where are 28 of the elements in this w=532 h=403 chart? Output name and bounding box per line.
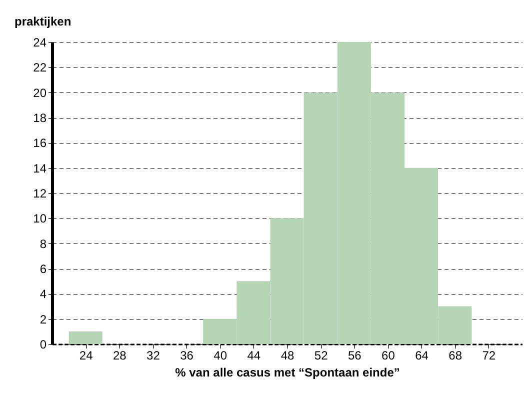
x-tick-label: 24 xyxy=(79,348,94,362)
y-tick-label: 8 xyxy=(40,236,47,251)
y-tick-label: 20 xyxy=(33,86,47,100)
x-tick-label: 32 xyxy=(146,348,160,362)
x-tick-label: 56 xyxy=(348,348,362,362)
x-tick-label: 52 xyxy=(314,348,328,362)
x-tick-label: 60 xyxy=(382,348,396,362)
y-tick-label: 14 xyxy=(33,161,47,176)
y-tick-label: 22 xyxy=(33,60,47,75)
y-tick-label: 6 xyxy=(40,262,47,276)
x-tick-label: 68 xyxy=(448,348,462,362)
x-axis-title: % van alle casus met “Spontaan einde” xyxy=(175,366,400,380)
x-tick-label: 40 xyxy=(214,348,228,362)
x-tick-label: 36 xyxy=(180,348,194,362)
x-tick-label: 64 xyxy=(415,348,429,362)
y-tick-label: 10 xyxy=(33,212,47,226)
x-tick-label: 72 xyxy=(482,348,496,362)
y-tick-label: 12 xyxy=(33,186,47,200)
x-tick-label: 48 xyxy=(280,348,294,362)
x-tick-label: 28 xyxy=(112,348,127,362)
x-tick-label: 44 xyxy=(247,348,261,362)
y-axis-title: praktijken xyxy=(14,14,72,28)
y-tick-label: 4 xyxy=(40,287,47,302)
y-tick-label: 24 xyxy=(33,36,47,50)
y-tick-label: 0 xyxy=(40,338,47,352)
y-tick-label: 2 xyxy=(40,312,47,326)
y-tick-label: 18 xyxy=(33,111,47,125)
y-tick-label: 16 xyxy=(33,136,47,150)
